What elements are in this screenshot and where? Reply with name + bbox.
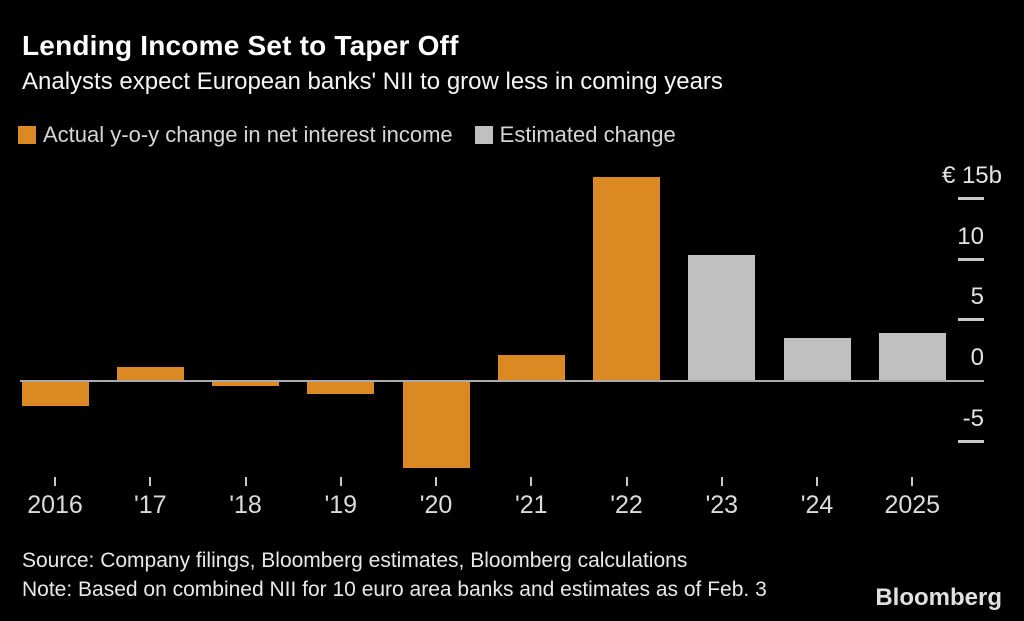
y-axis-label-5: -5 — [962, 404, 984, 432]
x-axis-zero-line — [20, 380, 984, 382]
y-axis-label-5: 5 — [970, 283, 984, 311]
x-axis-label-24: '24 — [800, 491, 834, 519]
legend-label-estimated: Estimated change — [499, 122, 676, 147]
bar-23-estimated — [688, 254, 756, 380]
x-axis-label-19: '19 — [324, 491, 358, 519]
x-axis-tick-24 — [816, 477, 818, 486]
note-text: Note: Based on combined NII for 10 euro … — [22, 578, 767, 601]
x-axis-label-18: '18 — [229, 491, 262, 519]
x-axis-label-22: '22 — [610, 491, 643, 519]
x-axis-label-2025: 2025 — [884, 491, 941, 519]
y-axis-tick-5 — [958, 318, 984, 322]
legend-item-estimated: Estimated change — [474, 122, 676, 148]
y-axis-label-0: 0 — [970, 344, 984, 371]
x-axis-tick-19 — [339, 477, 342, 486]
x-axis-tick-22 — [625, 477, 628, 486]
chart-subtitle: Analysts expect European banks' NII to g… — [22, 68, 723, 95]
y-axis-tick-15b — [958, 196, 984, 200]
x-axis-label-21: '21 — [514, 491, 548, 519]
x-axis-tick-20 — [435, 477, 437, 486]
y-axis-tick-10 — [958, 257, 984, 261]
chart-title: Lending Income Set to Taper Off — [22, 30, 459, 61]
bar-2025-estimated — [878, 332, 946, 380]
legend-swatch-actual-icon — [18, 126, 36, 144]
bar-19-actual — [307, 382, 375, 395]
x-axis-label-17: '17 — [133, 491, 167, 519]
y-axis-tick-5 — [958, 439, 984, 443]
bar-17-actual — [116, 366, 184, 380]
bar-22-actual — [593, 177, 660, 380]
y-axis-label-15b: € 15b — [941, 161, 1002, 189]
legend-swatch-estimated-icon — [474, 126, 493, 144]
source-text: Source: Company filings, Bloomberg estim… — [22, 549, 688, 572]
x-axis-tick-17 — [149, 477, 152, 486]
bar-24-estimated — [783, 337, 851, 380]
x-axis-tick-2025 — [911, 477, 914, 486]
x-axis-tick-18 — [244, 477, 247, 486]
legend-label-actual: Actual y-o-y change in net interest inco… — [43, 122, 453, 147]
x-axis-label-20: '20 — [419, 491, 453, 519]
y-axis-label-10: 10 — [957, 222, 984, 250]
bloomberg-logo: Bloomberg — [875, 584, 1002, 611]
legend-item-actual: Actual y-o-y change in net interest inco… — [18, 122, 453, 148]
x-axis-label-2016: 2016 — [27, 491, 83, 519]
chart-legend: Actual y-o-y change in net interest inco… — [18, 122, 676, 148]
x-axis-label-23: '23 — [705, 491, 739, 519]
bar-21-actual — [497, 354, 565, 380]
bar-20-actual — [402, 382, 470, 469]
x-axis-tick-2016 — [54, 477, 56, 486]
bar-2016-actual — [21, 382, 89, 407]
x-axis-tick-21 — [530, 477, 533, 486]
x-axis-tick-23 — [720, 477, 723, 486]
bar-18-actual — [212, 382, 279, 386]
